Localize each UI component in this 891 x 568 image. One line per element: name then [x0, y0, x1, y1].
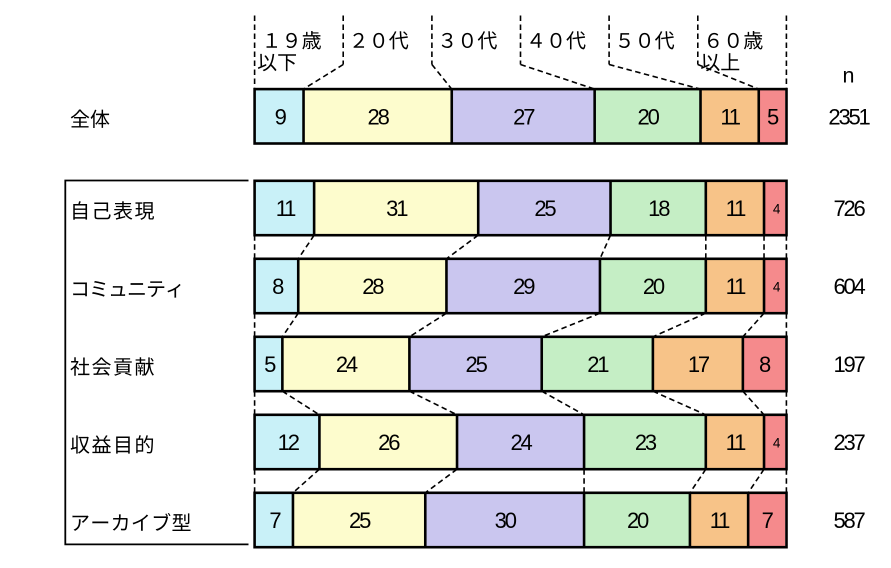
svg-text:11: 11 [726, 274, 746, 299]
svg-text:237: 237 [833, 430, 865, 455]
svg-text:24: 24 [336, 352, 358, 377]
svg-text:31: 31 [386, 196, 408, 221]
svg-text:25: 25 [466, 352, 488, 377]
svg-text:21: 21 [587, 352, 609, 377]
svg-text:11: 11 [726, 196, 746, 221]
svg-text:4: 4 [773, 279, 781, 294]
svg-text:18: 18 [648, 196, 670, 221]
svg-text:11: 11 [276, 196, 296, 221]
svg-text:28: 28 [368, 104, 390, 129]
svg-text:17: 17 [688, 352, 710, 377]
svg-text:27: 27 [513, 104, 535, 129]
svg-text:12: 12 [278, 430, 300, 455]
svg-text:11: 11 [726, 430, 746, 455]
svg-text:4: 4 [773, 201, 781, 216]
svg-text:20: 20 [638, 104, 660, 129]
svg-text:25: 25 [349, 508, 371, 533]
svg-text:604: 604 [833, 274, 865, 299]
svg-text:20: 20 [627, 508, 649, 533]
svg-text:23: 23 [635, 430, 657, 455]
svg-text:30: 30 [495, 508, 517, 533]
svg-text:11: 11 [710, 508, 730, 533]
svg-text:11: 11 [720, 104, 740, 129]
svg-text:29: 29 [513, 274, 535, 299]
svg-text:20: 20 [643, 274, 665, 299]
svg-text:26: 26 [378, 430, 400, 455]
svg-text:587: 587 [833, 508, 865, 533]
svg-text:2351: 2351 [828, 104, 870, 129]
svg-text:28: 28 [362, 274, 384, 299]
svg-text:24: 24 [510, 430, 532, 455]
svg-text:197: 197 [833, 352, 865, 377]
svg-text:25: 25 [534, 196, 556, 221]
svg-text:n: n [843, 64, 855, 88]
svg-text:4: 4 [773, 435, 781, 450]
svg-text:726: 726 [833, 196, 865, 221]
